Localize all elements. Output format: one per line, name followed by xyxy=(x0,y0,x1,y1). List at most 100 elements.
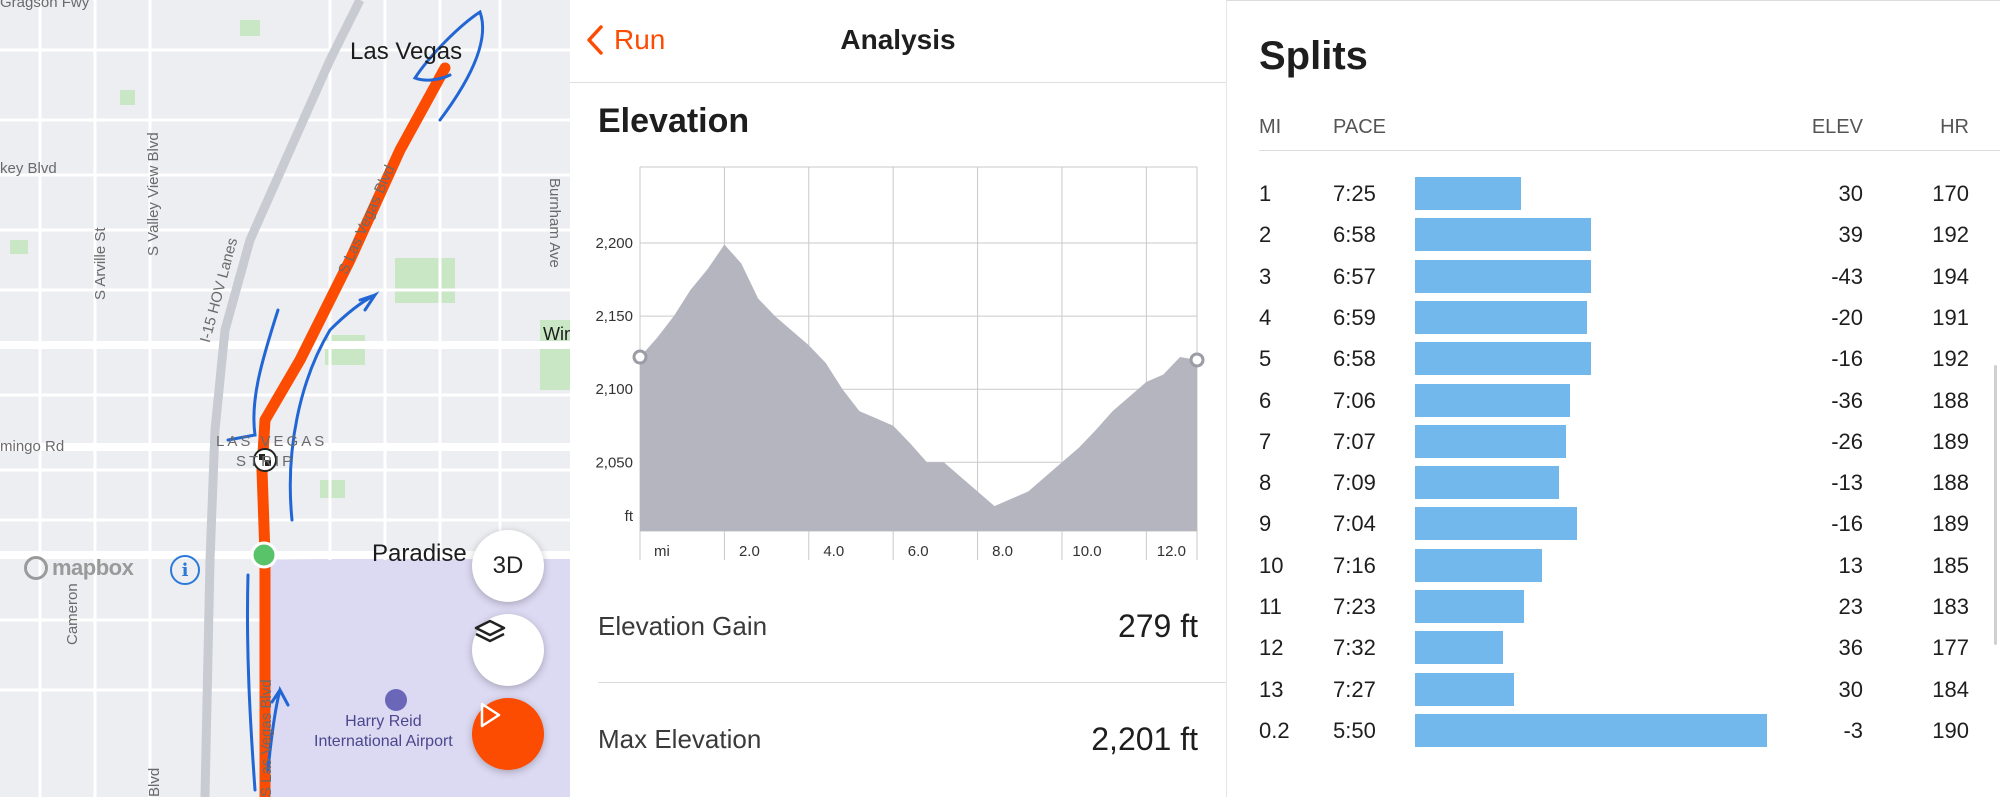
x-tick-label: 8.0 xyxy=(992,543,1013,560)
nav-bar: Run Analysis xyxy=(570,0,1226,83)
split-pace-bar xyxy=(1415,424,1566,458)
split-row[interactable]: 6 7:06 -36 188 xyxy=(1227,383,2000,418)
x-tick-label: 2.0 xyxy=(739,543,760,560)
split-mile: 9 xyxy=(1259,511,1272,537)
split-pace: 7:06 xyxy=(1333,387,1376,413)
map-view[interactable]: Las Vegas Paradise LAS VEGAS STRIP Grags… xyxy=(0,0,570,797)
back-button[interactable]: Run xyxy=(586,24,665,56)
split-mile: 6 xyxy=(1259,387,1272,413)
stat-divider xyxy=(598,682,1226,683)
mapbox-logo: mapbox xyxy=(24,555,134,581)
elevation-gain-label: Elevation Gain xyxy=(598,610,768,641)
split-pace-bar xyxy=(1415,631,1503,665)
split-elevation: 13 xyxy=(1838,552,1863,578)
y-tick-label: 2,200 xyxy=(595,235,633,252)
map-label-burnham: Burnham Ave xyxy=(546,178,563,268)
x-unit-label: mi xyxy=(654,543,670,560)
chart-scrub-handle-right[interactable] xyxy=(1189,352,1205,368)
layers-icon xyxy=(474,619,506,643)
split-row[interactable]: 4 6:59 -20 191 xyxy=(1227,300,2000,335)
split-pace: 7:27 xyxy=(1333,676,1376,702)
split-heart-rate: 190 xyxy=(1932,717,1969,743)
split-row[interactable]: 5 6:58 -16 192 xyxy=(1227,342,2000,376)
map-label-bottom-blvd: Blvd xyxy=(146,767,163,797)
max-elevation-row: Max Elevation 2,201 ft xyxy=(598,709,1198,769)
info-icon[interactable]: i xyxy=(170,555,200,585)
split-mile: 3 xyxy=(1259,263,1272,289)
split-elevation: -13 xyxy=(1831,470,1863,496)
split-row[interactable]: 7 7:07 -26 189 xyxy=(1227,424,2000,459)
split-heart-rate: 183 xyxy=(1932,594,1969,619)
split-elevation: 23 xyxy=(1838,594,1863,619)
split-mile: 8 xyxy=(1259,470,1272,496)
split-row[interactable]: 1 7:25 30 170 xyxy=(1227,177,2000,211)
split-heart-rate: 194 xyxy=(1932,263,1969,289)
split-pace: 6:58 xyxy=(1333,346,1376,372)
splits-top-divider xyxy=(1227,0,2000,1)
page-title: Analysis xyxy=(840,24,956,55)
analysis-panel: Run Analysis Elevation 2,050 2,100 2,150 2,… xyxy=(570,0,1226,797)
split-row[interactable]: 3 6:57 -43 194 xyxy=(1227,259,2000,294)
scrollbar[interactable] xyxy=(1994,365,1997,645)
map-label-paradise: Paradise xyxy=(372,540,467,567)
split-pace: 6:57 xyxy=(1333,263,1376,289)
split-pace: 6:58 xyxy=(1333,222,1376,248)
split-pace-bar xyxy=(1415,466,1559,500)
splits-header-pace: PACE xyxy=(1333,116,1386,138)
split-heart-rate: 184 xyxy=(1932,676,1969,702)
split-elevation: -20 xyxy=(1831,304,1863,330)
split-pace-bar xyxy=(1415,672,1514,706)
split-row[interactable]: 0.2 5:50 -3 190 xyxy=(1227,713,2000,748)
chevron-left-icon xyxy=(587,25,603,55)
split-mile: 13 xyxy=(1259,676,1284,702)
y-tick-label: 2,050 xyxy=(595,454,633,471)
split-row[interactable]: 13 7:27 30 184 xyxy=(1227,672,2000,707)
splits-header-divider xyxy=(1259,150,2000,151)
map-label-arville: S Arville St xyxy=(92,227,109,300)
play-flyover-button[interactable] xyxy=(472,698,544,770)
split-row[interactable]: 10 7:16 13 185 xyxy=(1227,548,2000,583)
3d-toggle-button[interactable]: 3D xyxy=(472,530,544,602)
map-label-cameron: Cameron xyxy=(64,583,81,645)
split-row[interactable]: 8 7:09 -13 188 xyxy=(1227,466,2000,500)
map-label-strip: LAS VEGAS xyxy=(216,433,328,450)
split-row[interactable]: 2 6:58 39 192 xyxy=(1227,218,2000,252)
split-pace-bar xyxy=(1415,218,1591,252)
split-row[interactable]: 9 7:04 -16 189 xyxy=(1227,507,2000,541)
split-pace: 7:25 xyxy=(1333,181,1376,206)
map-label-key-blvd: key Blvd xyxy=(0,160,57,177)
split-pace-bar xyxy=(1415,342,1591,376)
elevation-chart[interactable]: 2,050 2,100 2,150 2,200 2.0 4.0 6.0 8.0 10.0 12.… xyxy=(570,160,1226,570)
map-label-strip-bottom: STRIP xyxy=(236,453,296,470)
play-icon xyxy=(480,702,501,728)
split-row[interactable]: 12 7:32 36 177 xyxy=(1227,631,2000,665)
split-elevation: 30 xyxy=(1838,181,1863,206)
y-tick-label: 2,100 xyxy=(595,381,633,398)
split-row[interactable]: 11 7:23 23 183 xyxy=(1227,590,2000,624)
split-pace-bar xyxy=(1415,383,1570,417)
y-tick-label: 2,150 xyxy=(595,308,633,325)
split-mile: 7 xyxy=(1259,428,1272,454)
x-tick-label: 4.0 xyxy=(823,543,844,560)
chart-scrub-handle-left[interactable] xyxy=(632,349,648,365)
split-elevation: 30 xyxy=(1838,676,1863,702)
split-pace: 7:07 xyxy=(1333,428,1376,454)
split-heart-rate: 189 xyxy=(1932,428,1969,454)
split-pace: 6:59 xyxy=(1333,304,1376,330)
split-elevation: 36 xyxy=(1838,635,1863,661)
map-label-valley-view: S Valley View Blvd xyxy=(145,132,162,256)
splits-header-elev: ELEV xyxy=(1811,116,1863,138)
split-heart-rate: 170 xyxy=(1932,181,1969,206)
map-layers-button[interactable] xyxy=(472,614,544,686)
mapbox-logo-text: mapbox xyxy=(52,555,134,580)
map-label-airport: Harry Reid International Airport xyxy=(314,713,453,750)
3d-label: 3D xyxy=(492,552,524,579)
elevation-gain-value: 279 ft xyxy=(1117,607,1198,644)
mapbox-mark-icon xyxy=(24,556,48,580)
split-heart-rate: 192 xyxy=(1932,346,1969,372)
split-pace: 7:09 xyxy=(1333,470,1376,496)
elevation-area xyxy=(640,244,1197,531)
split-heart-rate: 177 xyxy=(1932,635,1969,661)
split-mile: 10 xyxy=(1259,552,1284,578)
split-mile: 5 xyxy=(1259,346,1272,372)
